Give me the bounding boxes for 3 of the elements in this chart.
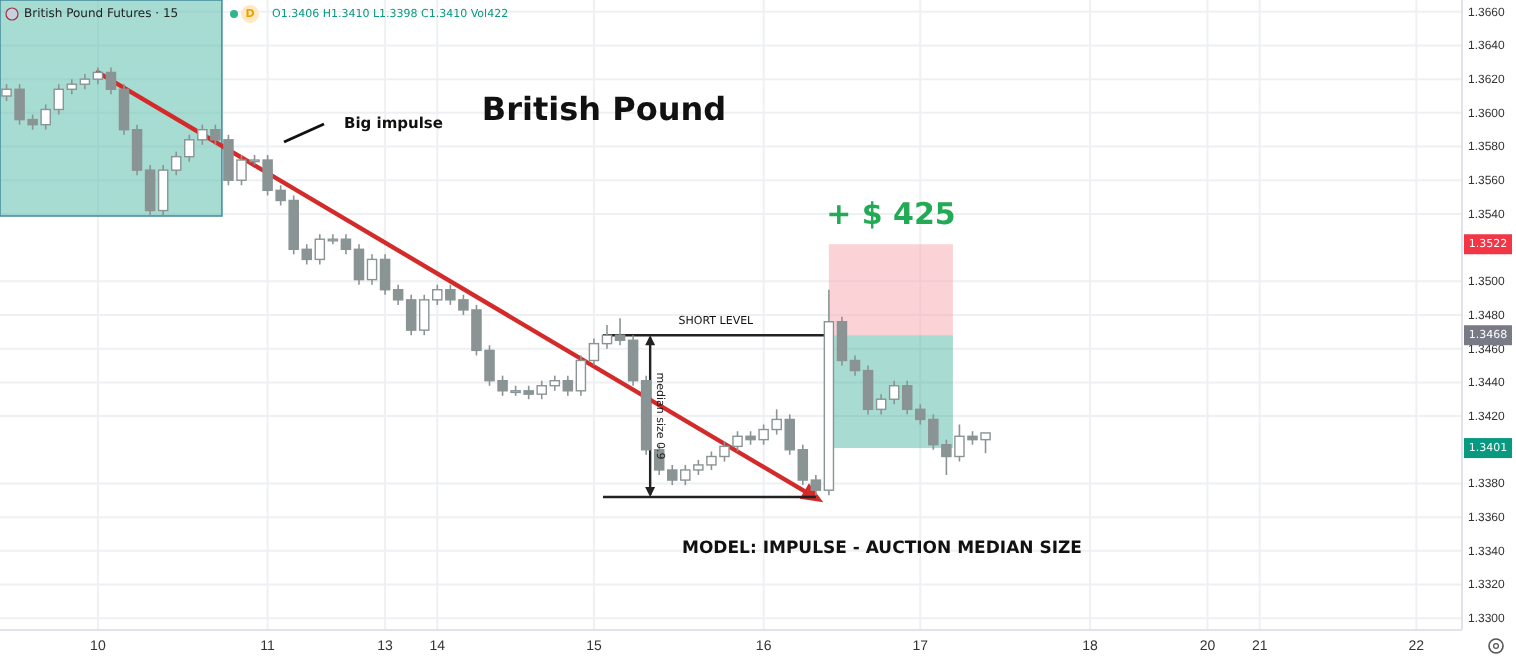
annotation: MODEL: IMPULSE - AUCTION MEDIAN SIZE [682, 538, 1083, 559]
annotation: + $ 425 [826, 196, 956, 233]
text: British Pound [481, 90, 727, 128]
